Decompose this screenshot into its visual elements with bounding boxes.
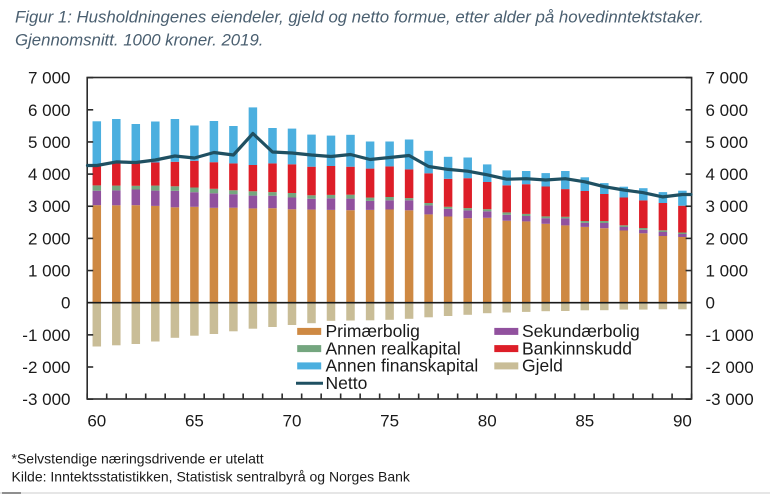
svg-text:-3 000: -3 000 — [706, 390, 754, 409]
svg-text:Annen finanskapital: Annen finanskapital — [326, 356, 479, 376]
svg-text:75: 75 — [380, 412, 399, 431]
svg-text:1 000: 1 000 — [706, 262, 749, 281]
svg-text:4 000: 4 000 — [28, 165, 71, 184]
svg-text:Gjeld: Gjeld — [522, 356, 563, 376]
svg-text:-1 000: -1 000 — [706, 326, 754, 345]
svg-text:*Selvstendige næringsdrivende: *Selvstendige næringsdrivende er utelatt — [12, 451, 264, 467]
svg-text:7 000: 7 000 — [706, 69, 749, 88]
svg-text:0: 0 — [61, 294, 70, 313]
svg-text:5 000: 5 000 — [28, 133, 71, 152]
svg-text:Bankinnskudd: Bankinnskudd — [522, 338, 632, 358]
svg-text:Sekundærbolig: Sekundærbolig — [522, 321, 640, 341]
svg-text:90: 90 — [673, 412, 692, 431]
svg-text:6 000: 6 000 — [28, 101, 71, 120]
svg-text:60: 60 — [87, 412, 106, 431]
svg-text:4 000: 4 000 — [706, 165, 749, 184]
svg-text:3 000: 3 000 — [28, 197, 71, 216]
svg-text:3 000: 3 000 — [706, 197, 749, 216]
svg-text:80: 80 — [478, 412, 497, 431]
svg-text:Annen realkapital: Annen realkapital — [326, 338, 461, 358]
svg-text:65: 65 — [185, 412, 204, 431]
svg-text:Netto: Netto — [326, 373, 368, 393]
svg-text:7 000: 7 000 — [28, 69, 71, 88]
svg-text:Kilde: Inntektsstatistikken, S: Kilde: Inntektsstatistikken, Statistisk … — [12, 469, 411, 485]
svg-text:-2 000: -2 000 — [22, 358, 70, 377]
svg-text:70: 70 — [283, 412, 302, 431]
svg-text:-1 000: -1 000 — [22, 326, 70, 345]
svg-text:1 000: 1 000 — [28, 262, 71, 281]
svg-text:-2 000: -2 000 — [706, 358, 754, 377]
svg-text:85: 85 — [575, 412, 594, 431]
svg-text:-3 000: -3 000 — [22, 390, 70, 409]
svg-text:2 000: 2 000 — [28, 229, 71, 248]
svg-text:5 000: 5 000 — [706, 133, 749, 152]
svg-text:Gjennomsnitt. 1000 kroner. 201: Gjennomsnitt. 1000 kroner. 2019. — [15, 31, 263, 50]
svg-text:6 000: 6 000 — [706, 101, 749, 120]
svg-text:Primærbolig: Primærbolig — [326, 321, 420, 341]
svg-text:0: 0 — [706, 294, 715, 313]
svg-text:2 000: 2 000 — [706, 229, 749, 248]
svg-text:Figur 1: Husholdningenes eiend: Figur 1: Husholdningenes eiendeler, gjel… — [15, 8, 704, 27]
